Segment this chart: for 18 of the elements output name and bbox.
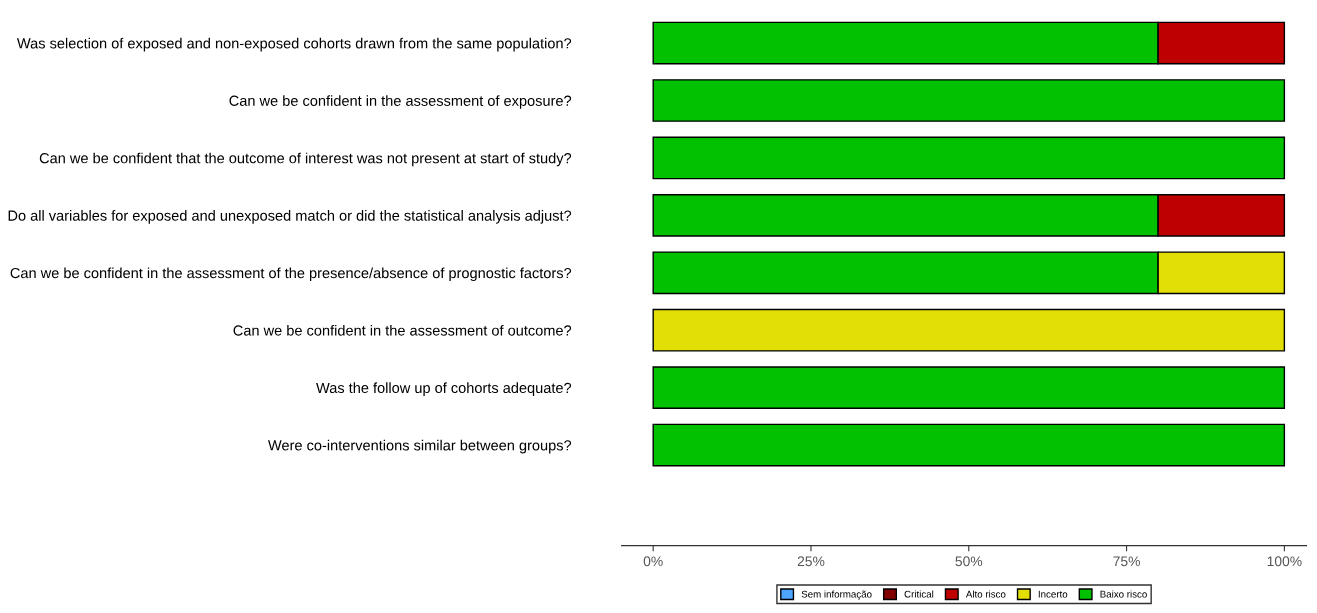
x-tick-label: 25% — [797, 556, 825, 567]
y-tick-label: Do all variables for exposed and unexposed match or did the statistical analysis adjust? — [8, 210, 572, 224]
y-tick-label: Can we be confident that the outcome of interest was not present at start of study? — [39, 152, 572, 167]
y-tick-label: Were co-interventions similar between groups? — [268, 439, 572, 454]
legend-label: Alto risco — [965, 590, 1006, 598]
legend-label: Sem informação — [801, 590, 872, 600]
y-tick-label: Was selection of exposed and non-exposed cohorts drawn from the same population? — [16, 37, 572, 52]
y-tick-label: Can we be confident in the assessment of outcome? — [233, 324, 572, 336]
x-tick-label: 100% — [1267, 556, 1302, 567]
x-tick-label: 0% — [643, 556, 663, 567]
y-tick-label: Can we be confident in the assessment of exposure? — [229, 95, 572, 109]
y-tick-label: Can we be confident in the assessment of the presence/absence of prognostic factors? — [10, 267, 572, 282]
legend-label: Incerto — [1038, 590, 1068, 598]
x-tick-label: 75% — [1113, 556, 1140, 567]
y-tick-label: Was the follow up of cohorts adequate? — [316, 382, 572, 396]
legend-label: Critical — [904, 590, 934, 598]
legend-label: Baixo risco — [1100, 590, 1147, 598]
x-tick-label: 50% — [955, 556, 983, 567]
